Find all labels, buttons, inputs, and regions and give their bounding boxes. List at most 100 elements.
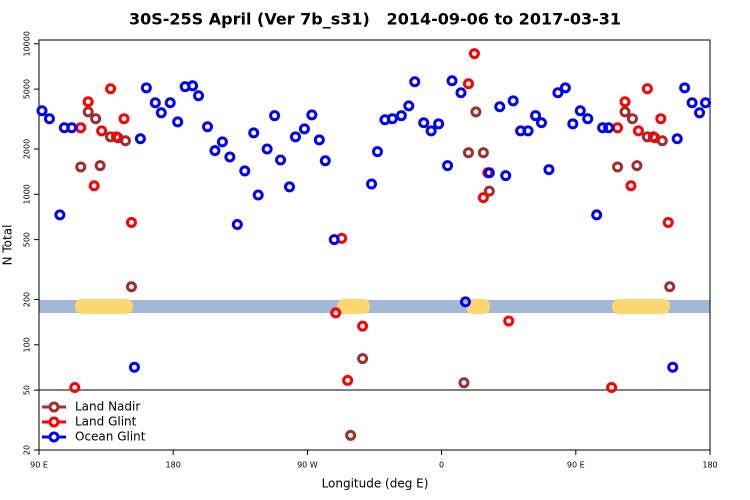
point <box>201 121 213 133</box>
legend-marker <box>48 431 60 443</box>
point <box>647 131 659 143</box>
x-tick-label: 90 W <box>297 461 318 470</box>
point <box>612 122 624 134</box>
point <box>477 147 489 159</box>
point <box>395 110 407 122</box>
point <box>125 281 137 293</box>
point <box>694 107 706 119</box>
point <box>252 189 264 201</box>
point <box>69 382 81 394</box>
point <box>75 161 87 173</box>
point <box>269 110 281 122</box>
point <box>664 281 676 293</box>
x-tick-label: 90 E <box>567 461 585 470</box>
point <box>330 307 342 319</box>
point <box>403 100 415 112</box>
land-ocean-strip <box>39 299 710 314</box>
point <box>530 110 542 122</box>
y-tick-label: 2000 <box>23 139 32 159</box>
point <box>111 131 123 143</box>
point <box>342 374 354 386</box>
y-tick-label: 5000 <box>23 79 32 99</box>
point <box>371 146 383 158</box>
point <box>619 106 631 118</box>
point <box>313 134 325 146</box>
point <box>700 97 712 109</box>
point <box>261 143 273 155</box>
point <box>686 97 698 109</box>
y-tick-label: 100 <box>23 337 32 352</box>
point <box>591 209 603 221</box>
point <box>626 113 638 125</box>
point <box>187 80 199 92</box>
point <box>470 106 482 118</box>
point <box>118 113 130 125</box>
point <box>494 101 506 113</box>
land-strip <box>612 299 670 314</box>
point <box>386 113 398 125</box>
point <box>667 361 679 373</box>
y-tick-label: 200 <box>23 292 32 307</box>
point <box>597 122 609 134</box>
point <box>567 118 579 130</box>
point <box>43 113 55 125</box>
point <box>319 155 331 167</box>
point <box>559 82 571 94</box>
point <box>631 160 643 172</box>
land-strip <box>75 299 133 314</box>
point <box>455 87 467 99</box>
point <box>328 234 340 246</box>
plot-frame <box>38 39 711 451</box>
y-axis-label: N Total <box>1 225 15 266</box>
y-tick-label: 500 <box>23 232 32 247</box>
point <box>231 219 243 231</box>
point <box>459 296 471 308</box>
point <box>357 353 369 365</box>
point <box>90 113 102 125</box>
point <box>345 429 357 441</box>
point <box>140 82 152 94</box>
ocean-strip <box>39 300 710 313</box>
point <box>446 75 458 87</box>
point <box>298 123 310 135</box>
chart-title: 30S-25S April (Ver 7b_s31) 2014-09-06 to… <box>129 10 621 29</box>
point <box>409 76 421 88</box>
point <box>625 180 637 192</box>
y-tick-label: 20 <box>23 445 32 455</box>
point <box>75 122 87 134</box>
point <box>507 95 519 107</box>
point <box>433 118 445 130</box>
point <box>582 113 594 125</box>
land-strip <box>337 299 370 314</box>
point <box>462 147 474 159</box>
x-tick-label: 180 <box>166 461 181 470</box>
point <box>125 216 137 228</box>
point <box>671 133 683 145</box>
point <box>619 96 631 108</box>
point <box>36 105 48 117</box>
point <box>105 83 117 95</box>
point <box>284 181 296 193</box>
point <box>503 315 515 327</box>
legend-marker <box>48 416 60 428</box>
point <box>88 180 100 192</box>
point <box>82 106 94 118</box>
point <box>458 377 470 389</box>
point <box>239 165 251 177</box>
point <box>483 167 495 179</box>
point <box>306 109 318 121</box>
point <box>94 160 106 172</box>
point <box>54 209 66 221</box>
point <box>442 160 454 172</box>
point <box>522 125 534 137</box>
point <box>119 135 131 147</box>
x-tick-label: 180 <box>702 461 717 470</box>
point <box>209 145 221 157</box>
point <box>357 320 369 332</box>
land-strip <box>466 299 490 314</box>
point <box>216 136 228 148</box>
legend-label: Land Glint <box>75 415 137 429</box>
x-tick-label: 90 E <box>30 461 48 470</box>
x-axis-label: Longitude (deg E) <box>322 477 429 491</box>
